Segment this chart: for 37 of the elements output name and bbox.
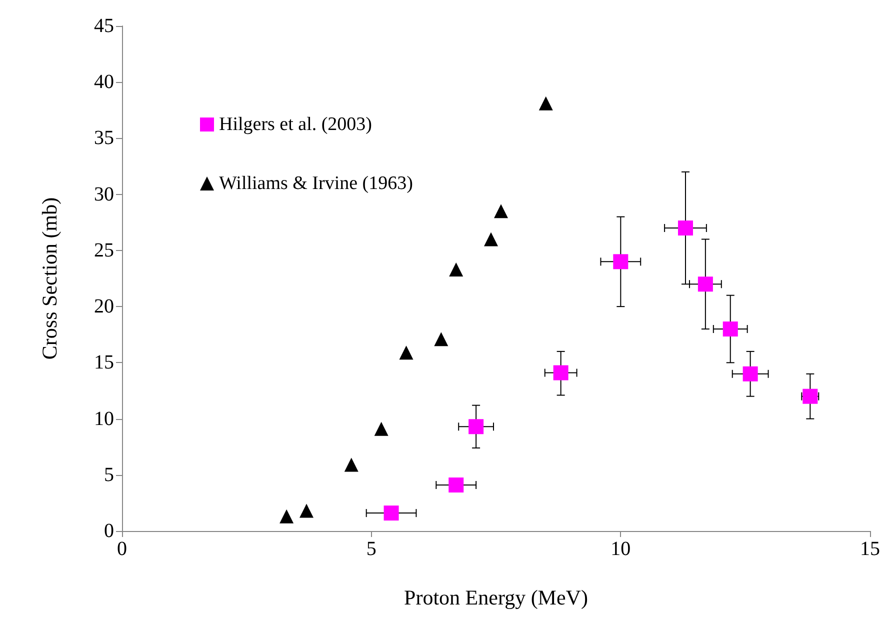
y-tick-label: 30 <box>94 183 114 206</box>
point <box>678 220 693 236</box>
point <box>434 332 448 346</box>
point <box>344 458 358 472</box>
y-tick-label: 15 <box>94 352 114 374</box>
y-tick-label: 20 <box>94 296 114 318</box>
point <box>449 262 464 277</box>
point <box>742 366 758 382</box>
y-tick-label: 45 <box>94 15 114 37</box>
y-tick-label: 0 <box>104 520 114 542</box>
legend-label: Hilgers et al. (2003) <box>219 114 372 135</box>
x-tick-label: 15 <box>860 538 880 560</box>
x-axis-title: Proton Energy (MeV) <box>404 586 588 610</box>
point <box>553 365 568 380</box>
y-tick-label: 40 <box>94 71 114 94</box>
point <box>802 388 818 404</box>
y-axis-title: Cross Section (mb) <box>38 197 62 360</box>
point <box>448 477 464 492</box>
point <box>722 322 738 336</box>
y-tick-label: 25 <box>94 239 114 262</box>
point <box>374 422 388 436</box>
point <box>280 509 294 524</box>
point <box>698 276 713 292</box>
x-tick-label: 5 <box>366 538 376 560</box>
point <box>300 504 314 518</box>
y-tick-label: 5 <box>104 464 114 486</box>
legend-label: Williams & Irvine (1963) <box>219 173 413 194</box>
point <box>468 419 484 434</box>
point <box>613 254 628 270</box>
x-tick-label: 10 <box>610 538 631 560</box>
point <box>384 506 399 521</box>
y-tick-label: 35 <box>94 127 114 150</box>
point <box>538 96 553 110</box>
point <box>494 204 508 218</box>
point <box>399 346 414 360</box>
y-tick-label: 10 <box>94 408 114 430</box>
point <box>484 232 498 246</box>
